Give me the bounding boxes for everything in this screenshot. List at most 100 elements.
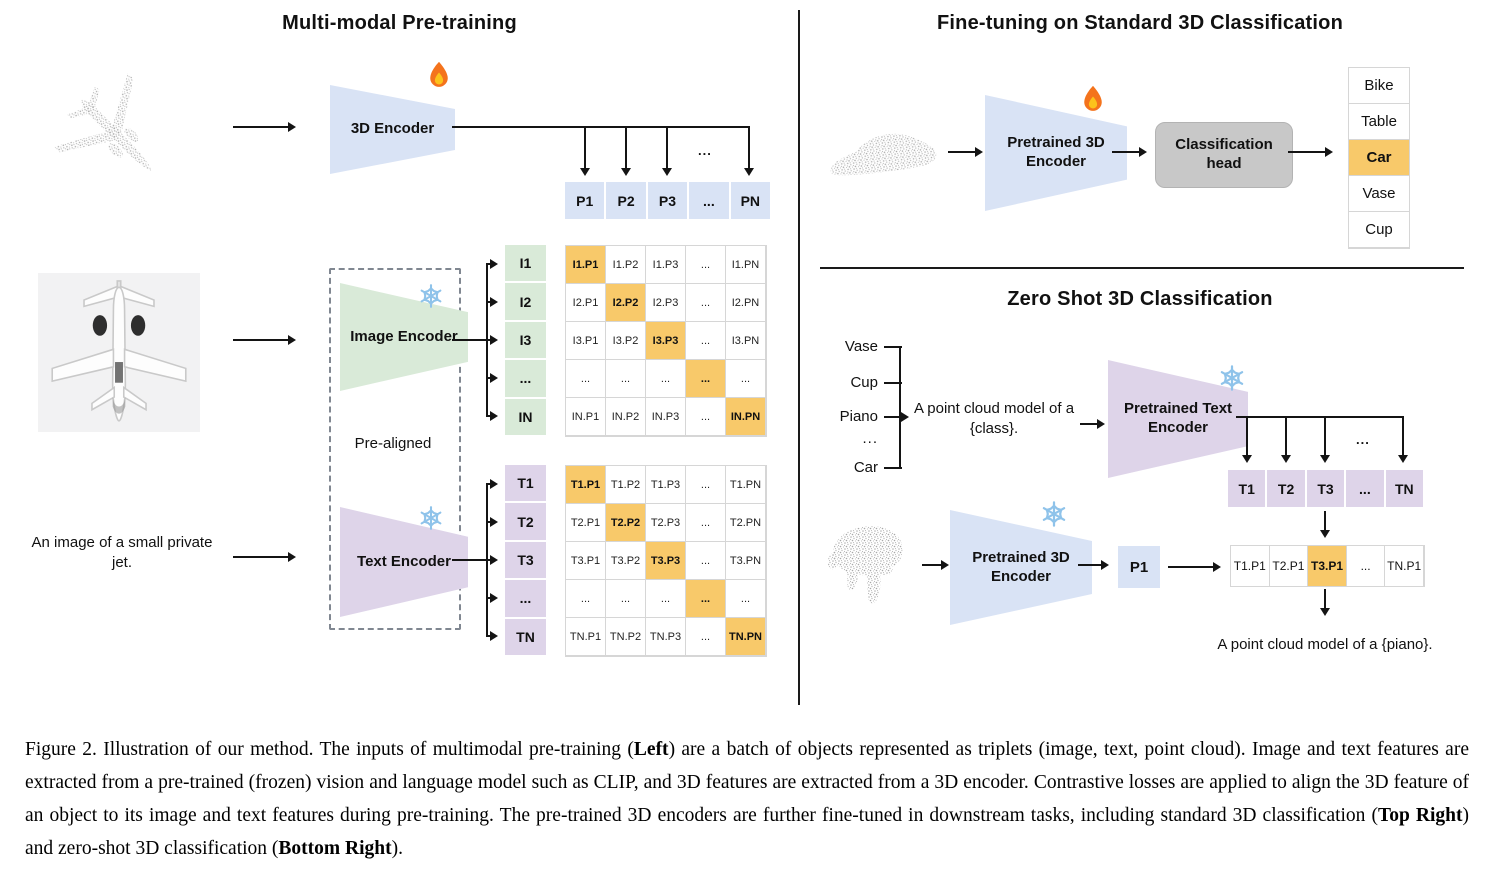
image-encoder-label: Image Encoder <box>350 327 458 345</box>
cell: Table <box>1349 104 1409 140</box>
pretrained-3d-encoder-label: Pretrained 3D Encoder <box>972 548 1070 585</box>
arrow-to-pn <box>744 126 754 176</box>
caption-segment: Figure 2. Illustration of our method. Th… <box>25 738 634 760</box>
text-feature-cell: TN <box>505 618 546 655</box>
p-feature-cell: PN <box>730 182 770 219</box>
text-feature-cell: T3 <box>505 541 546 579</box>
top-right-panel-title: Fine-tuning on Standard 3D Classificatio… <box>936 12 1343 34</box>
p-feature-cell: P2 <box>606 182 646 219</box>
matrix-diagonal-cell: ... <box>686 360 726 398</box>
p-feature-row: P1 P2 P3... PN <box>565 182 770 219</box>
matrix-cell: ... <box>686 542 726 580</box>
text-input-caption: An image of a small private jet. <box>31 534 213 571</box>
arrow-encoder-to-p1 <box>1078 560 1109 570</box>
matrix-diagonal-cell: I2.P2 <box>606 284 646 322</box>
text-feature-cell: TN <box>1385 470 1423 507</box>
image-feature-cell: I1 <box>505 245 546 282</box>
arrow-text-to-text-encoder <box>233 552 296 562</box>
caption-segment: ). <box>391 837 403 859</box>
arrow-to-p2 <box>621 126 631 176</box>
matrix-cell: I2.P1 <box>566 284 606 322</box>
matrix-cell: ... <box>686 322 726 360</box>
text-encoder-label: Text Encoder <box>357 552 451 570</box>
cell: T2.P1 <box>1269 546 1309 586</box>
matrix-cell: TN.P2 <box>606 618 646 656</box>
arrow-head-to-classes <box>1288 147 1333 157</box>
matrix-cell: ... <box>726 360 766 398</box>
arrow-to-p3 <box>662 126 672 176</box>
connector-3d-encoder-output <box>452 126 750 128</box>
class-list: Bike Table Car Vase Cup <box>1348 67 1410 249</box>
cell: Vase <box>1349 176 1409 212</box>
class-word-piano: Piano <box>839 408 878 425</box>
arrow-image-to-image-encoder <box>233 335 296 345</box>
caption-bold-segment: Top Right <box>1378 804 1463 826</box>
prompt-text: A point cloud model of a {class}. <box>913 400 1075 437</box>
connector-image-encoder-to-i3 <box>452 335 498 345</box>
tick-car <box>884 467 902 469</box>
arrow-to-t2 <box>486 517 498 527</box>
zero-shot-result-text: A point cloud model of a {piano}. <box>1217 636 1433 653</box>
piano-point-cloud <box>827 526 903 604</box>
matrix-cell: ... <box>566 360 606 398</box>
pretrained-3d-encoder-label: Pretrained 3D Encoder <box>1007 134 1105 170</box>
caption-segment: ) and zero-shot 3D classification ( <box>25 804 1469 859</box>
matrix-diagonal-cell: TN.PN <box>726 618 766 656</box>
matrix-cell: ... <box>686 398 726 436</box>
matrix-diagonal-cell: I3.P3 <box>646 322 686 360</box>
arrow-simrow-to-result <box>1320 589 1330 616</box>
pretrained-3d-encoder-zeroshot: Pretrained 3D Encoder <box>950 510 1092 625</box>
pre-aligned-box <box>329 268 461 630</box>
matrix-cell: I1.PN <box>726 246 766 284</box>
arrow-piano-to-encoder <box>922 560 949 570</box>
cell: Bike <box>1349 68 1409 104</box>
pre-aligned-label: Pre-aligned <box>354 435 432 452</box>
text-point-similarity-matrix: T1.P1 T1.P2 T1.P3... T1.PN T2.P1 T2.P2 T2.P3..… <box>565 465 767 657</box>
highlighted-cell: T3.P1 <box>1308 546 1347 586</box>
matrix-cell: I1.P3 <box>646 246 686 284</box>
arrow-encoder-to-head <box>1112 147 1147 157</box>
tick-vase <box>884 346 902 348</box>
text-feature-cell: T2 <box>505 503 546 540</box>
fire-icon <box>430 61 448 87</box>
matrix-cell: ... <box>686 284 726 322</box>
fire-icon <box>1084 85 1102 111</box>
image-feature-cell: IN <box>505 398 546 435</box>
image-fan-bus <box>486 263 488 417</box>
arrow-pointcloud-to-3d-encoder <box>233 122 296 132</box>
matrix-cell: T1.P3 <box>646 466 686 504</box>
matrix-cell: T2.P3 <box>646 504 686 542</box>
matrix-cell: ... <box>726 580 766 618</box>
left-panel-title: Multi-modal Pre-training <box>282 12 517 34</box>
matrix-cell: ... <box>686 618 726 656</box>
image-feature-cell: ... <box>505 360 546 397</box>
cell: ... <box>1346 546 1386 586</box>
highlighted-cell: Car <box>1349 140 1409 176</box>
matrix-cell: ... <box>646 580 686 618</box>
snowflake-icon <box>1220 365 1244 391</box>
cell: TN.P1 <box>1385 546 1424 586</box>
matrix-cell: ... <box>606 580 646 618</box>
text-feature-cell: T3 <box>1306 470 1345 507</box>
arrow-p1-to-simrow <box>1168 562 1221 572</box>
image-feature-cell: I2 <box>505 283 546 320</box>
section-divider-vertical <box>798 10 800 705</box>
matrix-diagonal-cell: I1.P1 <box>566 246 606 284</box>
matrix-cell: ... <box>606 360 646 398</box>
text-feature-cell: ... <box>1346 470 1384 507</box>
matrix-cell: T2.P1 <box>566 504 606 542</box>
matrix-cell: TN.P1 <box>566 618 606 656</box>
similarity-row: T1.P1 T2.P1 T3.P1... TN.P1 <box>1230 545 1425 587</box>
arrow-trow-to-simrow <box>1320 511 1330 538</box>
arrow-to-i1 <box>486 259 498 269</box>
matrix-cell: T1.P2 <box>606 466 646 504</box>
class-word-car: Car <box>853 459 878 476</box>
p-feature-cell: P1 <box>565 182 605 219</box>
class-word-cup: Cup <box>850 374 878 391</box>
matrix-cell: T3.P1 <box>566 542 606 580</box>
t-fan-ellipsis: ... <box>1356 432 1370 447</box>
caption-bold-segment: Bottom Right <box>278 837 392 859</box>
arrow-to-t1 <box>486 479 498 489</box>
text-feature-column: T1 T2 T3... TN <box>505 465 546 655</box>
